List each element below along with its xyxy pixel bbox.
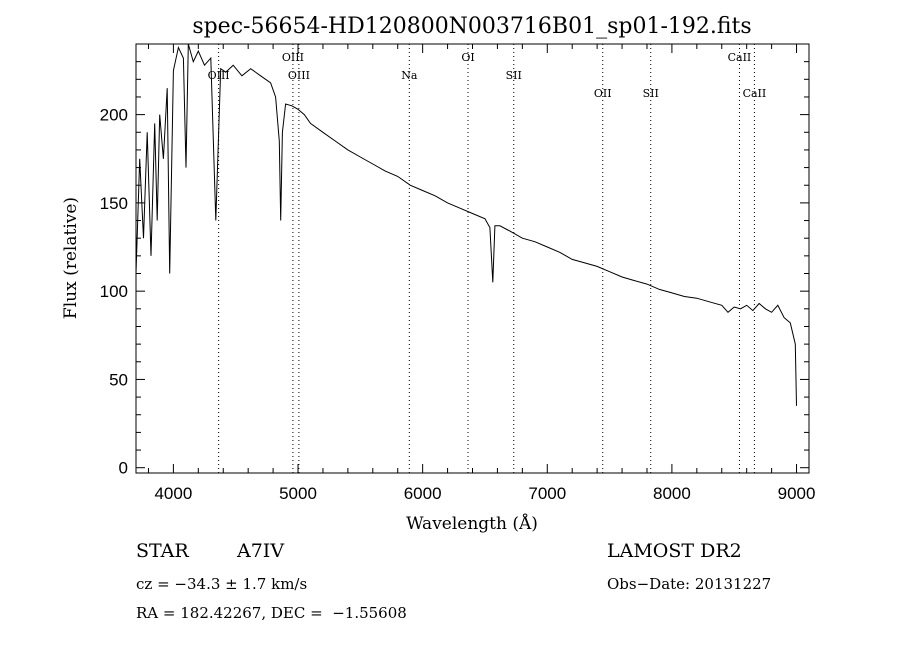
marker-label: CaII — [743, 87, 767, 100]
spectrum-series — [135, 43, 797, 406]
line-markers: OIII OIII OIII Na OI SII OII SII CaII CaII — [208, 44, 767, 473]
x-tick-label: 9000 — [778, 484, 816, 503]
object-class: STAR — [136, 540, 189, 562]
x-tick-label: 6000 — [404, 484, 442, 503]
marker-label: SII — [506, 69, 522, 82]
object-subclass: A7IV — [237, 540, 285, 562]
spectrum-line — [135, 43, 797, 406]
redshift-velocity: cz = −34.3 ± 1.7 km/s — [136, 575, 308, 593]
x-tick-label: 4000 — [154, 484, 192, 503]
y-tick-label: 0 — [119, 459, 128, 478]
marker-label: CaII — [728, 51, 752, 64]
marker-label: OI — [461, 51, 474, 64]
sky-coordinates: RA = 182.42267, DEC = −1.55608 — [136, 604, 407, 622]
x-tick-label: 7000 — [528, 484, 566, 503]
marker-label: OII — [594, 87, 612, 100]
marker-label: OIII — [288, 69, 310, 82]
marker-label: SII — [643, 87, 659, 100]
x-tick-label: 8000 — [653, 484, 691, 503]
x-axis-label: Wavelength (Å) — [406, 513, 538, 534]
survey-name: LAMOST DR2 — [607, 540, 742, 562]
y-tick-label: 150 — [100, 194, 128, 213]
y-tick-label: 100 — [100, 282, 128, 301]
y-tick-label: 200 — [100, 106, 128, 125]
plot-frame — [135, 43, 810, 474]
y-tick-label: 50 — [109, 370, 128, 389]
axis-ticks: 4000 5000 6000 7000 8000 9000 0 50 100 150 200 — [100, 44, 816, 503]
x-tick-label: 5000 — [279, 484, 317, 503]
marker-label: OIII — [282, 51, 304, 64]
chart-title: spec-56654-HD120800N003716B01_sp01-192.f… — [192, 14, 751, 39]
marker-label: OIII — [208, 69, 230, 82]
marker-label: Na — [401, 69, 418, 82]
y-axis-label: Flux (relative) — [61, 197, 81, 319]
observation-date: Obs−Date: 20131227 — [607, 575, 772, 593]
